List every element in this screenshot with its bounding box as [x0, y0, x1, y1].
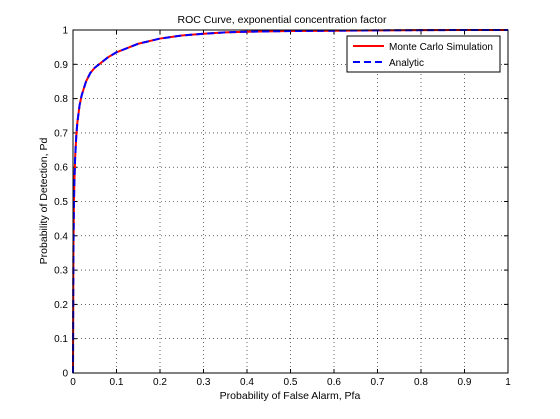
y-tick-label: 0.8	[54, 94, 68, 105]
chart-title: ROC Curve, exponential concentration fac…	[178, 14, 387, 26]
y-tick-label: 0.1	[54, 334, 68, 345]
grid-lines	[73, 30, 508, 373]
axes-frame	[72, 29, 509, 374]
legend-label-monte-carlo: Monte Carlo Simulation	[389, 42, 493, 53]
y-tick-label: 0	[62, 369, 68, 380]
series-layer	[72, 29, 508, 374]
x-tick-label: 0.5	[284, 377, 298, 388]
x-tick-labels: 0 0.1 0.2 0.3 0.4 0.5 0.6 0.7 0.8 0.9 1	[70, 377, 511, 388]
x-tick-label: 0.9	[458, 377, 472, 388]
x-tick-label: 1	[505, 377, 511, 388]
y-tick-label: 0.4	[54, 231, 68, 242]
legend-box	[346, 35, 501, 73]
x-tick-label: 0.7	[371, 377, 385, 388]
legend: Monte Carlo Simulation Analytic	[346, 35, 501, 73]
y-tick-label: 0.3	[54, 266, 68, 277]
series-line-analytic	[72, 29, 508, 374]
plot-area	[73, 30, 508, 373]
y-axis-label: Probability of Detection, Pd	[38, 138, 50, 265]
x-tick-label: 0.3	[197, 377, 211, 388]
x-tick-label: 0.2	[153, 377, 167, 388]
x-tick-label: 0.1	[110, 377, 124, 388]
y-tick-label: 0.2	[54, 300, 68, 311]
y-tick-labels: 0 0.1 0.2 0.3 0.4 0.5 0.6 0.7 0.8 0.9 1	[54, 26, 68, 380]
x-tick-label: 0	[70, 377, 76, 388]
x-tick-label: 0.6	[327, 377, 341, 388]
y-tick-label: 0.7	[54, 128, 68, 139]
x-tick-label: 0.4	[240, 377, 254, 388]
x-axis-label: Probability of False Alarm, Pfa	[220, 390, 361, 402]
y-tick-label: 0.5	[54, 197, 68, 208]
y-tick-label: 1	[62, 26, 68, 37]
x-tick-label: 0.8	[414, 377, 428, 388]
y-tick-label: 0.6	[54, 163, 68, 174]
y-tick-label: 0.9	[54, 60, 68, 71]
legend-label-analytic: Analytic	[389, 58, 424, 69]
